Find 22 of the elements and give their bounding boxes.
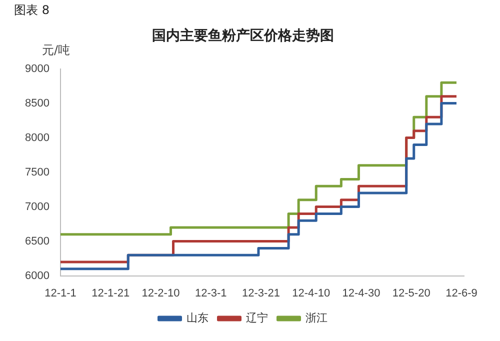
y-tick-label: 9000 bbox=[24, 62, 50, 75]
y-tick-label: 8500 bbox=[24, 97, 50, 110]
x-tick-label: 12-1-21 bbox=[92, 287, 130, 300]
chart-title: 国内主要鱼粉产区价格走势图 bbox=[152, 27, 334, 44]
y-axis-title: 元/吨 bbox=[42, 42, 70, 57]
y-tick-label: 6000 bbox=[24, 270, 50, 282]
text: 图表 8 bbox=[14, 2, 50, 19]
x-tick-label: 12-4-30 bbox=[342, 287, 380, 300]
x-tick-label: 12-1-1 bbox=[44, 287, 76, 300]
legend-label: 山东 bbox=[186, 311, 208, 324]
x-tick-label: 12-3-1 bbox=[194, 287, 227, 300]
y-tick-label: 7000 bbox=[24, 200, 50, 213]
y-tick-label: 8000 bbox=[24, 132, 50, 144]
x-tick-label: 12-3-21 bbox=[242, 287, 280, 300]
x-tick-label: 12-5-20 bbox=[392, 287, 430, 300]
y-tick-label: 7500 bbox=[24, 166, 50, 178]
legend-label: 浙江 bbox=[305, 311, 328, 324]
y-tick-label: 6500 bbox=[24, 235, 50, 248]
x-tick-label: 12-2-10 bbox=[142, 287, 180, 300]
legend-label: 辽宁 bbox=[246, 311, 268, 324]
x-tick-label: 12-4-10 bbox=[292, 287, 330, 300]
x-tick-label: 12-6-9 bbox=[446, 287, 478, 300]
